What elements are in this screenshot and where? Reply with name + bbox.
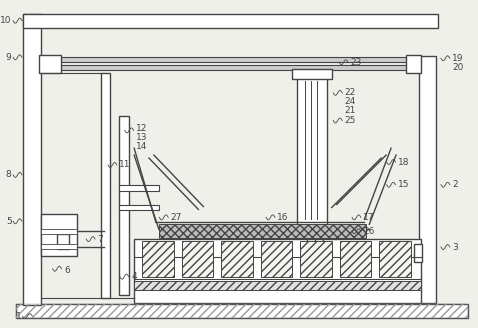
Bar bbox=[41, 65, 419, 70]
Text: 4: 4 bbox=[131, 272, 137, 281]
Text: 7: 7 bbox=[98, 235, 103, 244]
Bar bbox=[41, 57, 419, 62]
Text: 1: 1 bbox=[16, 312, 22, 321]
Bar bbox=[16, 304, 468, 318]
Bar bbox=[221, 241, 253, 277]
Bar bbox=[292, 69, 332, 79]
Text: 2: 2 bbox=[452, 180, 458, 189]
Text: 22: 22 bbox=[345, 88, 356, 97]
Text: 20: 20 bbox=[452, 63, 464, 72]
Bar bbox=[100, 73, 110, 298]
Bar bbox=[142, 241, 174, 277]
Bar bbox=[340, 241, 371, 277]
Bar bbox=[41, 244, 77, 249]
Bar bbox=[379, 241, 411, 277]
Text: 6: 6 bbox=[64, 266, 70, 275]
Bar bbox=[406, 55, 421, 73]
Text: 21: 21 bbox=[345, 106, 356, 115]
Text: 26: 26 bbox=[363, 227, 375, 236]
Text: 11: 11 bbox=[120, 160, 131, 170]
Text: 3: 3 bbox=[452, 242, 458, 252]
Bar bbox=[134, 239, 421, 303]
Text: 27: 27 bbox=[171, 213, 182, 222]
Text: 13: 13 bbox=[136, 133, 148, 142]
Bar bbox=[41, 215, 77, 256]
Bar bbox=[300, 241, 332, 277]
Text: 17: 17 bbox=[363, 213, 375, 222]
Text: 25: 25 bbox=[345, 116, 356, 125]
Bar bbox=[23, 14, 41, 305]
Bar bbox=[159, 224, 366, 238]
Bar bbox=[120, 185, 159, 191]
Text: 8: 8 bbox=[6, 170, 11, 179]
Text: 9: 9 bbox=[6, 53, 11, 62]
Bar bbox=[182, 241, 213, 277]
Text: 18: 18 bbox=[398, 157, 410, 167]
Bar bbox=[134, 269, 421, 280]
Bar bbox=[23, 14, 438, 28]
Text: 10: 10 bbox=[0, 16, 11, 25]
Text: 23: 23 bbox=[350, 58, 362, 67]
Bar bbox=[419, 56, 436, 303]
Bar bbox=[261, 241, 292, 277]
Text: 19: 19 bbox=[452, 54, 464, 63]
Bar bbox=[39, 55, 61, 73]
Bar bbox=[414, 244, 422, 262]
Bar bbox=[120, 115, 129, 296]
Bar bbox=[120, 205, 159, 211]
Bar bbox=[57, 234, 69, 249]
Bar bbox=[41, 229, 77, 234]
Text: 5: 5 bbox=[6, 217, 11, 226]
Text: 16: 16 bbox=[277, 213, 289, 222]
Bar bbox=[134, 280, 421, 291]
Text: 15: 15 bbox=[398, 180, 410, 189]
Bar bbox=[297, 73, 327, 226]
Text: 14: 14 bbox=[136, 142, 148, 151]
Text: 24: 24 bbox=[345, 97, 356, 106]
Text: 12: 12 bbox=[136, 124, 148, 133]
Bar bbox=[16, 304, 468, 318]
